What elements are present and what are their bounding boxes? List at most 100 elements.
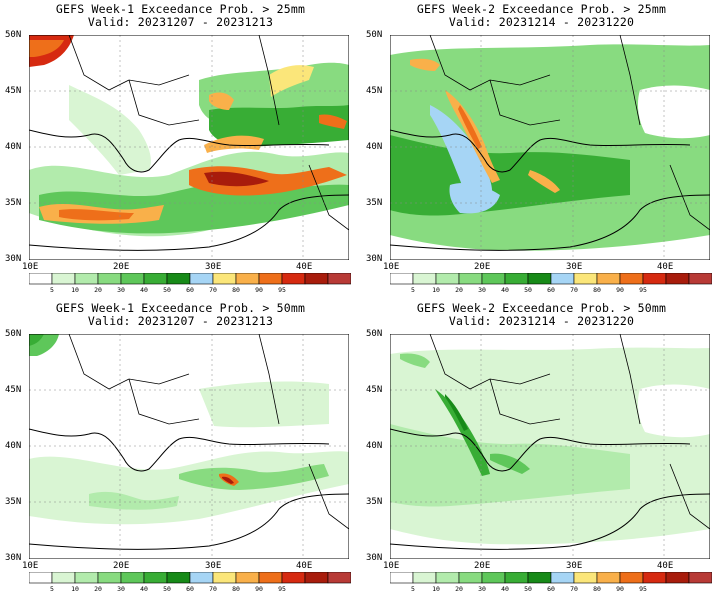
colorbar-swatch	[212, 273, 237, 285]
colorbar-tick-label: 5	[411, 286, 415, 294]
colorbar-swatch	[688, 572, 712, 584]
colorbar-tick-label: 20	[455, 286, 463, 294]
panel-valid-dates: Valid: 20231214 - 20231220	[448, 15, 635, 29]
lat-label: 30N	[366, 254, 383, 264]
lon-label: 40E	[296, 561, 313, 571]
colorbar-tick-label: 60	[186, 286, 194, 294]
colorbar-swatch	[596, 572, 621, 584]
colorbar-swatch	[189, 572, 214, 584]
colorbar-swatch	[596, 273, 621, 285]
lat-label: 30N	[366, 553, 383, 563]
colorbar-swatch	[642, 273, 667, 285]
colorbar-tick-label: 50	[163, 286, 171, 294]
colorbar	[29, 273, 351, 285]
lon-label: 40E	[657, 561, 674, 571]
colorbar-tick-label: 5	[411, 585, 415, 593]
lat-label: 45N	[366, 86, 383, 96]
colorbar-swatch	[29, 572, 53, 584]
lat-label: 50N	[366, 30, 383, 40]
colorbar-swatch	[304, 572, 329, 584]
colorbar-swatch	[665, 572, 690, 584]
lat-label: 50N	[5, 30, 22, 40]
colorbar-swatch	[458, 572, 483, 584]
panel-valid-dates: Valid: 20231207 - 20231213	[87, 15, 274, 29]
colorbar-swatch	[74, 572, 99, 584]
coastline	[29, 129, 349, 251]
lat-label: 40N	[5, 441, 22, 451]
prob-field-greece	[69, 85, 151, 175]
colorbar-tick-label: 50	[524, 286, 532, 294]
colorbar-tick-label: 50	[163, 585, 171, 593]
colorbar-swatch	[665, 273, 690, 285]
colorbar-swatch	[281, 572, 306, 584]
colorbar-swatch	[550, 273, 575, 285]
coastline	[390, 129, 710, 251]
colorbar-tick-label: 30	[478, 585, 486, 593]
gridlines	[29, 334, 349, 559]
colorbar-swatch	[619, 572, 644, 584]
colorbar-swatch	[258, 273, 283, 285]
lat-label: 35N	[5, 198, 22, 208]
lon-label: 10E	[22, 561, 39, 571]
colorbar-swatch	[619, 273, 644, 285]
colorbar-tick-label: 40	[140, 286, 148, 294]
colorbar-tick-label: 40	[140, 585, 148, 593]
lat-label: 35N	[366, 497, 383, 507]
colorbar-tick-label: 60	[547, 585, 555, 593]
lon-label: 30E	[205, 262, 222, 272]
colorbar-swatch	[74, 273, 99, 285]
colorbar-tick-label: 5	[50, 286, 54, 294]
colorbar-swatch	[390, 572, 414, 584]
colorbar-tick-label: 95	[639, 286, 647, 294]
colorbar-tick-label: 10	[71, 286, 79, 294]
colorbar-swatch	[120, 572, 145, 584]
probability-map	[29, 334, 349, 559]
colorbar-tick-label: 60	[186, 585, 194, 593]
colorbar-swatch	[258, 572, 283, 584]
lon-label: 20E	[113, 561, 130, 571]
colorbar-swatch	[412, 273, 437, 285]
lat-label: 45N	[5, 86, 22, 96]
colorbar-tick-label: 70	[570, 585, 578, 593]
colorbar-tick-label: 90	[255, 585, 263, 593]
country-borders	[429, 35, 710, 231]
probability-map	[390, 35, 710, 260]
lon-label: 40E	[657, 262, 674, 272]
lat-label: 40N	[366, 441, 383, 451]
panel-title: GEFS Week-1 Exceedance Prob. > 50mm	[55, 301, 306, 315]
colorbar-tick-label: 20	[94, 286, 102, 294]
colorbar-swatch	[390, 273, 414, 285]
colorbar-tick-label: 80	[593, 286, 601, 294]
colorbar-swatch	[51, 273, 76, 285]
prob-core-adriatic	[435, 389, 490, 476]
colorbar-swatch	[573, 273, 598, 285]
colorbar-tick-label: 40	[501, 286, 509, 294]
lat-label: 45N	[366, 385, 383, 395]
colorbar-swatch	[573, 572, 598, 584]
colorbar-tick-label: 30	[478, 286, 486, 294]
lon-label: 30E	[566, 561, 583, 571]
colorbar-swatch	[304, 273, 329, 285]
colorbar-swatch	[481, 572, 506, 584]
colorbar-swatch	[458, 273, 483, 285]
panel-valid-dates: Valid: 20231207 - 20231213	[87, 314, 274, 328]
panel-valid-dates: Valid: 20231214 - 20231220	[448, 314, 635, 328]
colorbar-swatch	[166, 273, 191, 285]
country-borders	[429, 334, 710, 530]
colorbar-tick-label: 90	[616, 286, 624, 294]
colorbar-swatch	[435, 572, 460, 584]
colorbar-tick-label: 90	[255, 286, 263, 294]
lon-label: 10E	[383, 561, 400, 571]
colorbar-tick-label: 90	[616, 585, 624, 593]
country-borders	[68, 334, 349, 530]
lon-label: 30E	[205, 561, 222, 571]
colorbar-swatch	[51, 572, 76, 584]
panel-week1-50mm: GEFS Week-1 Exceedance Prob. > 50mm Vali…	[0, 299, 361, 598]
colorbar-swatch	[481, 273, 506, 285]
colorbar-tick-label: 70	[209, 585, 217, 593]
colorbar-tick-label: 70	[209, 286, 217, 294]
colorbar-swatch	[642, 572, 667, 584]
prob-field-italy	[430, 105, 493, 202]
colorbar-swatch	[212, 572, 237, 584]
lon-label: 40E	[296, 262, 313, 272]
